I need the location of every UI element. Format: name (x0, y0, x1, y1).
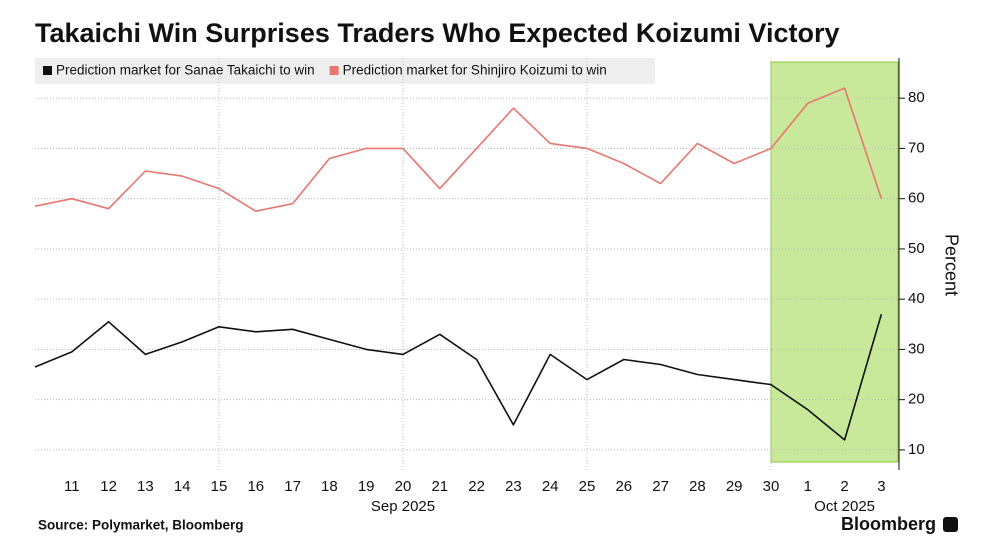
x-tick-label: 11 (64, 478, 80, 495)
x-tick-label: 23 (505, 478, 522, 495)
x-tick-label: 2 (840, 478, 848, 495)
x-tick-label: 15 (211, 478, 228, 495)
y-tick-label: 60 (908, 190, 925, 207)
x-tick-label: 17 (284, 478, 301, 495)
x-tick-label: 24 (542, 478, 559, 495)
y-tick-label: 40 (908, 290, 925, 307)
x-tick-label: 30 (763, 478, 780, 495)
x-tick-label: 29 (726, 478, 743, 495)
month-label: Sep 2025 (371, 498, 435, 515)
y-tick-label: 70 (908, 139, 925, 156)
legend-label: Prediction market for Sanae Takaichi to … (56, 63, 315, 78)
brand: Bloomberg (841, 514, 936, 534)
legend-swatch (43, 66, 52, 75)
x-tick-label: 28 (689, 478, 706, 495)
x-tick-label: 27 (652, 478, 669, 495)
x-tick-label: 19 (358, 478, 375, 495)
y-tick-label: 10 (908, 441, 925, 458)
x-tick-label: 21 (431, 478, 448, 495)
source: Source: Polymarket, Bloomberg (38, 518, 244, 533)
x-tick-label: 12 (100, 478, 117, 495)
x-tick-label: 18 (321, 478, 338, 495)
x-tick-label: 14 (174, 478, 191, 495)
x-tick-label: 26 (615, 478, 632, 495)
legend-box (35, 58, 655, 84)
x-tick-label: 1 (804, 478, 812, 495)
month-label: Oct 2025 (814, 498, 875, 515)
series-line (34, 313, 883, 441)
y-tick-label: 30 (908, 340, 925, 357)
x-tick-label: 3 (877, 478, 885, 495)
y-axis-label: Percent (941, 234, 961, 296)
legend-swatch (329, 66, 339, 75)
y-tick-label: 80 (908, 89, 925, 106)
x-tick-label: 16 (247, 478, 264, 495)
brand-icon (943, 517, 958, 532)
x-tick-label: 25 (579, 478, 596, 495)
series-line (34, 87, 883, 212)
legend-label: Prediction market for Shinjiro Koizumi t… (343, 63, 607, 78)
x-tick-label: 22 (468, 478, 485, 495)
y-tick-label: 50 (908, 240, 925, 257)
shaded-span (770, 61, 899, 463)
chart-title: Takaichi Win Surprises Traders Who Expec… (35, 18, 839, 48)
x-tick-label: 13 (137, 478, 154, 495)
x-tick-label: 20 (395, 478, 412, 495)
y-tick-label: 20 (908, 391, 925, 408)
